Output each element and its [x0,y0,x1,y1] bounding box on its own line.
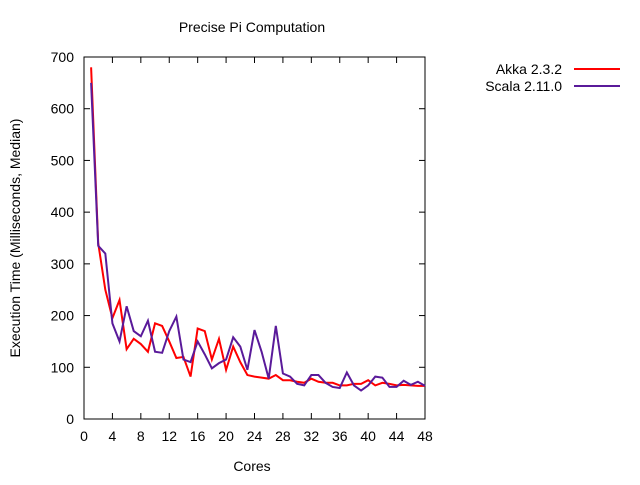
y-axis-label: Execution Time (Milliseconds, Median) [7,119,23,358]
legend-label: Scala 2.11.0 [485,78,562,94]
series-line-1 [90,82,426,392]
legend-label: Akka 2.3.2 [496,61,562,77]
y-tick-label: 200 [51,308,75,324]
x-tick-label: 48 [417,428,433,444]
x-tick-label: 12 [161,428,177,444]
x-axis-label: Cores [233,458,270,474]
y-tick-label: 400 [51,204,75,220]
x-tick-label: 16 [190,428,206,444]
y-tick-label: 500 [51,152,75,168]
x-tick-label: 8 [137,428,145,444]
x-tick-label: 0 [80,428,88,444]
x-tick-label: 28 [275,428,291,444]
x-tick-label: 36 [332,428,348,444]
y-tick-label: 0 [66,411,74,427]
series-line-0 [90,67,425,387]
y-tick-label: 300 [51,256,75,272]
x-tick-label: 40 [360,428,376,444]
x-tick-label: 24 [247,428,263,444]
x-tick-label: 4 [109,428,117,444]
y-tick-label: 600 [51,101,75,117]
x-tick-label: 20 [218,428,234,444]
x-tick-label: 32 [304,428,320,444]
y-tick-label: 100 [51,359,75,375]
x-tick-label: 44 [389,428,405,444]
y-tick-label: 700 [51,49,75,65]
chart-title: Precise Pi Computation [179,19,325,35]
plot-frame [83,56,426,420]
